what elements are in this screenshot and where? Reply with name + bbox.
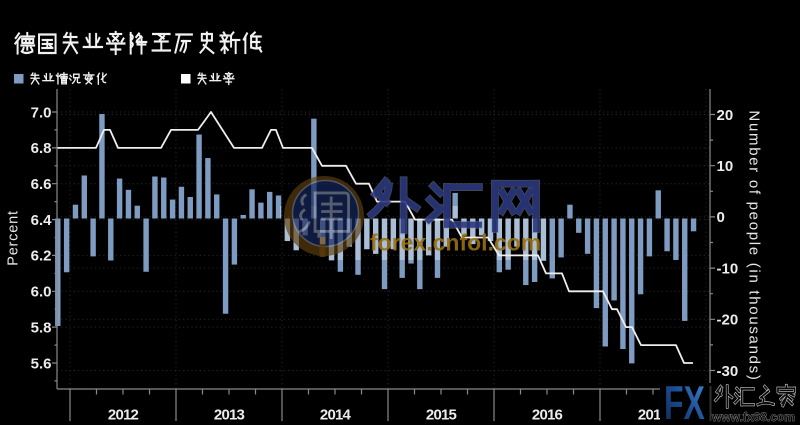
- svg-text:5.6: 5.6: [31, 355, 52, 372]
- svg-text:6.0: 6.0: [31, 284, 52, 301]
- svg-text:2015: 2015: [426, 407, 457, 424]
- svg-text:-30: -30: [717, 363, 739, 380]
- svg-text:2012: 2012: [108, 407, 139, 424]
- svg-text:10: 10: [717, 158, 734, 175]
- svg-text:20: 20: [717, 107, 734, 124]
- svg-text:FX: FX: [664, 377, 705, 425]
- svg-text:6.6: 6.6: [31, 176, 52, 193]
- svg-text:2016: 2016: [532, 407, 563, 424]
- svg-text:-10: -10: [717, 260, 739, 277]
- svg-text:www.fx68.com: www.fx68.com: [711, 410, 795, 424]
- svg-text:6.2: 6.2: [31, 248, 52, 265]
- svg-text:5.8: 5.8: [31, 319, 52, 336]
- svg-text:0: 0: [717, 209, 725, 226]
- svg-text:2013: 2013: [214, 407, 245, 424]
- svg-text:7.0: 7.0: [31, 104, 52, 121]
- svg-text:6.8: 6.8: [31, 140, 52, 157]
- svg-text:2014: 2014: [320, 407, 352, 424]
- svg-text:6.4: 6.4: [31, 212, 53, 229]
- svg-text:-20: -20: [717, 312, 739, 329]
- svg-text:Percent: Percent: [6, 210, 22, 266]
- svg-text:forex.cnfol.com: forex.cnfol.com: [370, 230, 541, 256]
- svg-text:Number of people (in thousands: Number of people (in thousands): [746, 110, 763, 381]
